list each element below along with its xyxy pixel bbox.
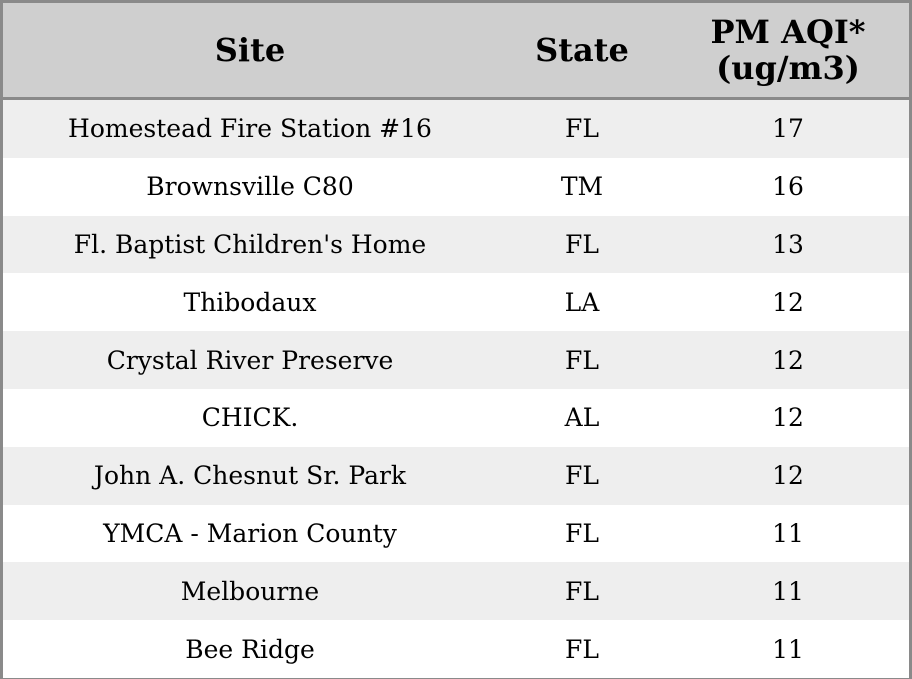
cell-site: Homestead Fire Station #16 <box>68 114 432 144</box>
cell-site: Bee Ridge <box>185 634 315 664</box>
cell-site: Fl. Baptist Children's Home <box>73 229 427 259</box>
cell-site: CHICK. <box>201 403 299 433</box>
cell-pm-aqi: 17 <box>772 114 804 144</box>
cell-state: FL <box>565 345 599 375</box>
table-row: CHICK. AL 12 <box>3 388 909 447</box>
table-row: Crystal River Preserve FL 12 <box>3 331 909 389</box>
cell-site: John A. Chesnut Sr. Park <box>93 461 407 491</box>
cell-state: AL <box>564 403 600 433</box>
table-row: Thibodaux LA 12 <box>3 273 909 332</box>
cell-state: FL <box>565 518 599 548</box>
cell-pm-aqi: 11 <box>772 576 804 606</box>
table-row: YMCA - Marion County FL 11 <box>3 504 909 563</box>
cell-site: Thibodaux <box>183 287 317 317</box>
table-row: Melbourne FL 11 <box>3 562 909 621</box>
cell-pm-aqi: 16 <box>772 172 804 202</box>
cell-pm-aqi: 11 <box>772 634 804 664</box>
table-row: Homestead Fire Station #16 FL 17 <box>3 100 909 158</box>
table-row: Bee Ridge FL 11 <box>3 620 909 678</box>
cell-state: FL <box>565 229 599 259</box>
cell-state: FL <box>565 576 599 606</box>
table-header: Site State PM AQI* (ug/m3) <box>3 3 909 100</box>
table-row: Fl. Baptist Children's Home FL 13 <box>3 215 909 274</box>
table-row: Brownsville C80 TM 16 <box>3 157 909 216</box>
column-header-pm-aqi: PM AQI* (ug/m3) <box>710 13 866 87</box>
cell-state: FL <box>565 634 599 664</box>
column-header-site: Site <box>214 31 286 69</box>
cell-state: FL <box>565 461 599 491</box>
cell-state: LA <box>564 287 600 317</box>
cell-site: YMCA - Marion County <box>103 518 397 548</box>
column-header-state: State <box>535 31 629 69</box>
cell-pm-aqi: 12 <box>772 403 804 433</box>
cell-pm-aqi: 12 <box>772 345 804 375</box>
cell-pm-aqi: 11 <box>772 518 804 548</box>
cell-site: Brownsville C80 <box>146 172 354 202</box>
cell-state: FL <box>565 114 599 144</box>
cell-site: Melbourne <box>180 576 320 606</box>
cell-pm-aqi: 13 <box>772 229 804 259</box>
cell-pm-aqi: 12 <box>772 287 804 317</box>
table-body: Homestead Fire Station #16 FL 17 Brownsvill… <box>3 100 909 678</box>
cell-site: Crystal River Preserve <box>106 345 394 375</box>
table-row: John A. Chesnut Sr. Park FL 12 <box>3 446 909 505</box>
cell-state: TM <box>560 172 604 202</box>
cell-pm-aqi: 12 <box>772 461 804 491</box>
